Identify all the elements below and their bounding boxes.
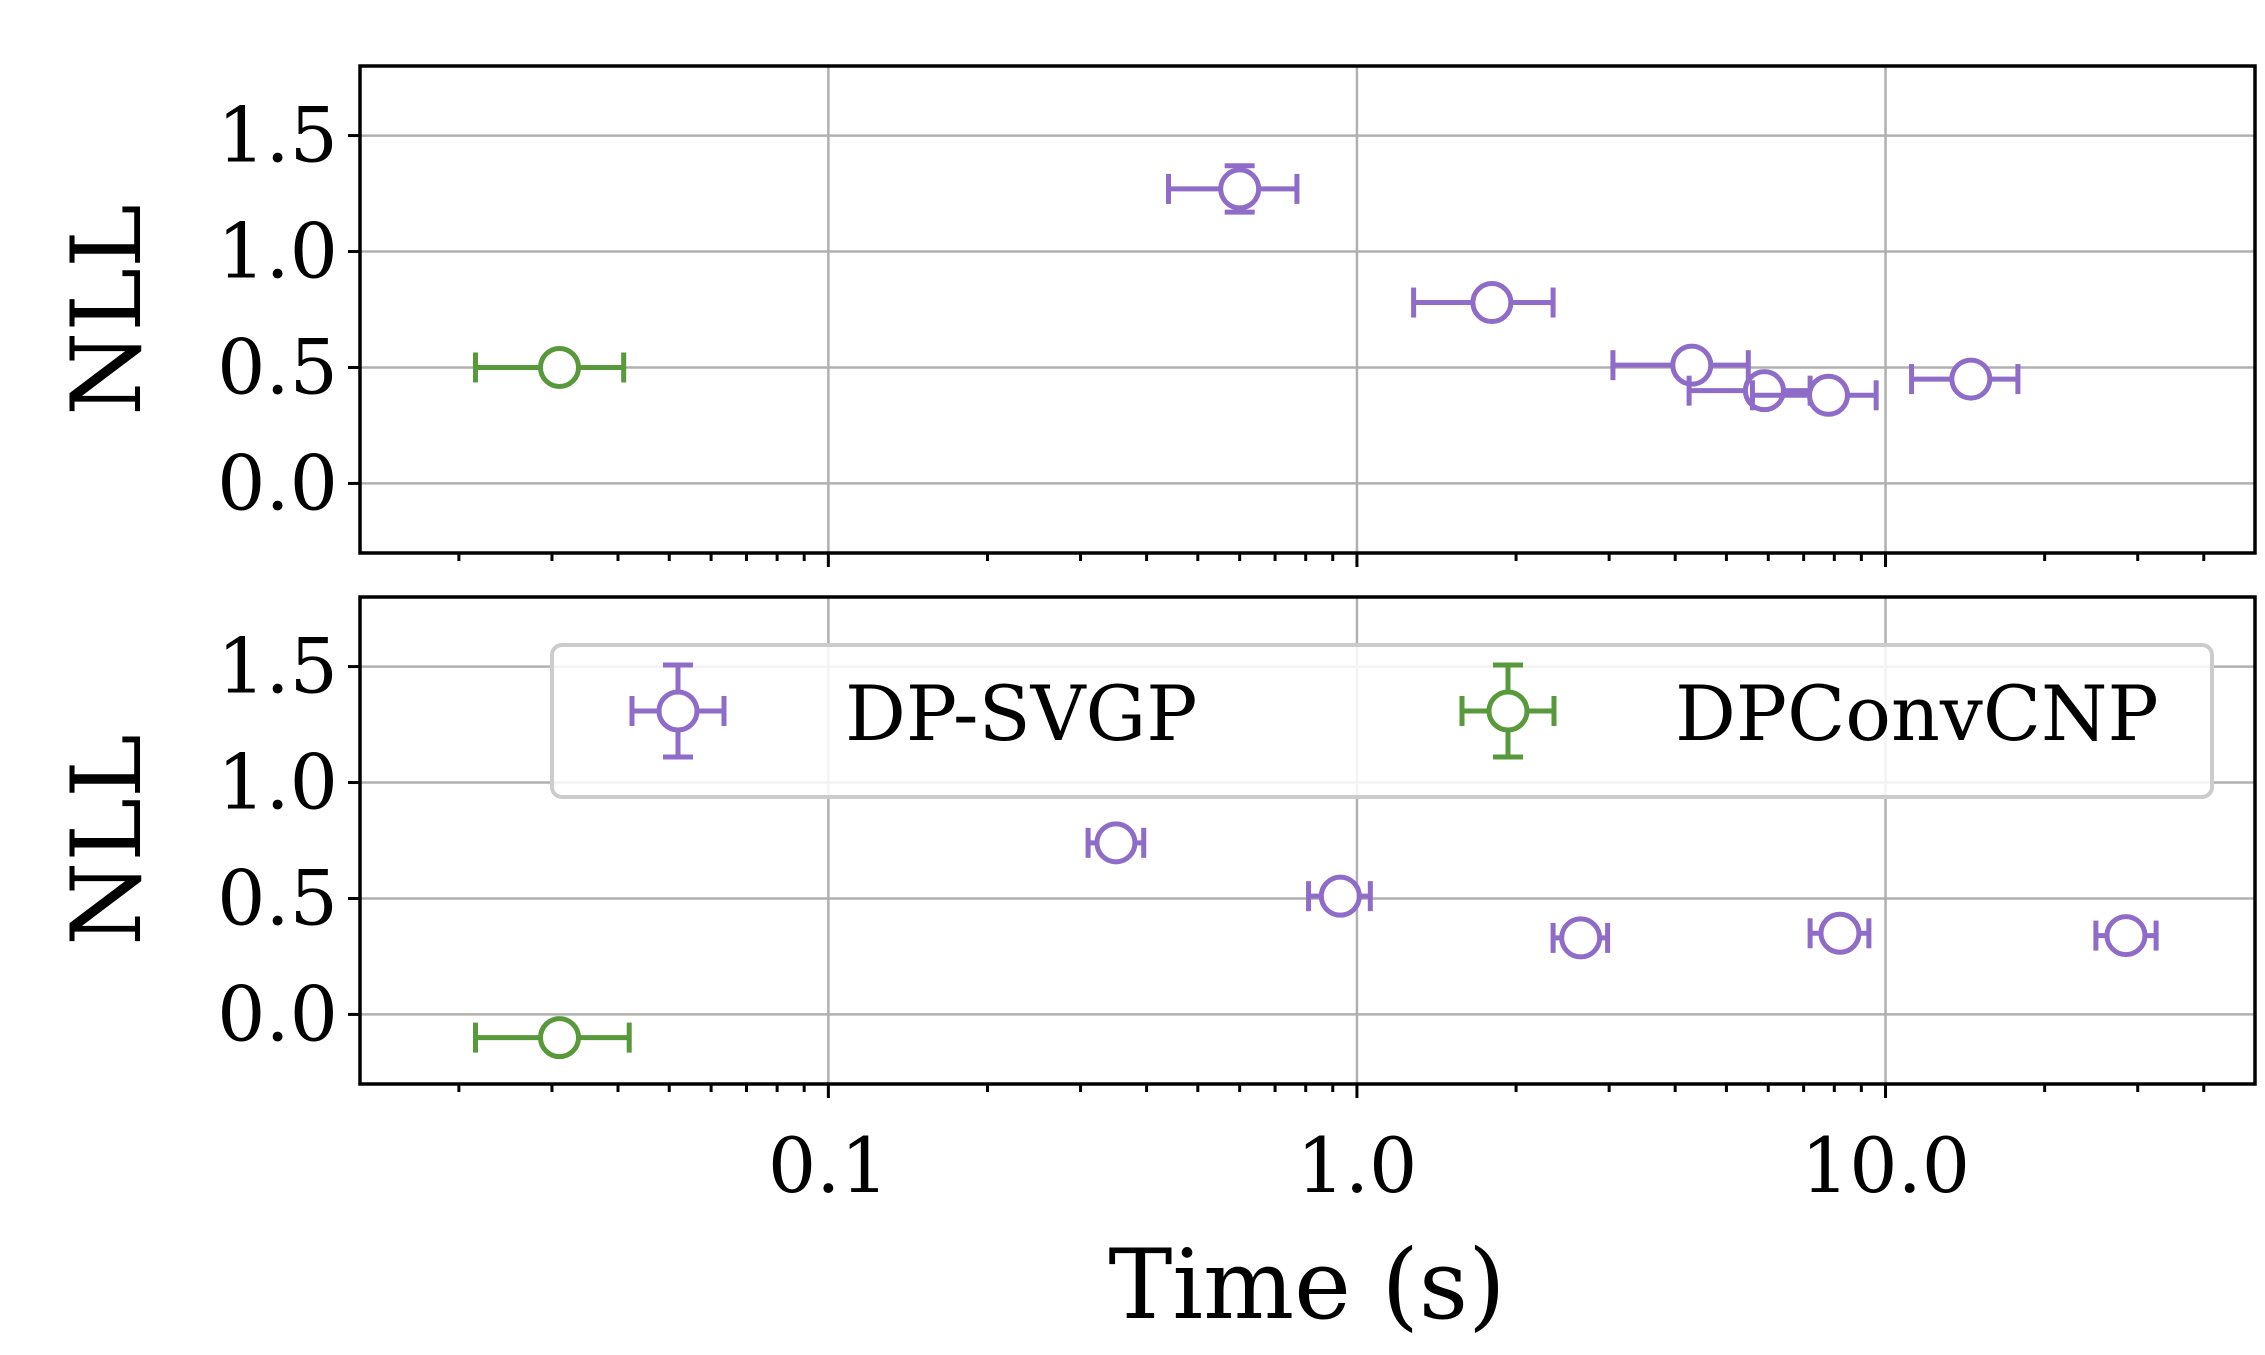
y-tick-label: 0.0 [217,969,338,1058]
y-tick-label: 1.0 [217,207,338,296]
x-tick-label: 0.1 [768,1121,889,1210]
panel-bottom: 0.0 0.5 1.0 1.5 NLL [51,595,2257,1098]
data-point-dp-svgp [1306,874,1373,918]
data-point-marker [1559,916,1603,960]
data-point-dpconvcnp [472,345,627,389]
data-point-dp-svgp [1749,373,1879,417]
data-point-marker [1318,874,1362,918]
legend-label-dp-svgp: DP-SVGP [845,669,1197,758]
data-point-dp-svgp [1807,911,1872,955]
panel-top-grid [360,66,2255,553]
data-point-marker [656,689,700,733]
legend-marker-dp-svgp [629,662,727,760]
y-tick-label: 0.5 [217,853,338,942]
y-tick-label: 0.0 [217,438,338,527]
data-point-marker [1949,357,1993,401]
data-point-dp-svgp [1085,821,1147,865]
x-tick-label: 1.0 [1297,1121,1418,1210]
data-point-marker [1806,373,1850,417]
data-point-marker [537,1016,581,1060]
data-point-dp-svgp [1550,916,1611,960]
panel-top-markers [472,163,2021,417]
data-point-dp-svgp [1909,357,2021,401]
panel-bottom-yticks: 0.0 0.5 1.0 1.5 [217,622,360,1058]
data-point-dp-svgp [1610,343,1751,387]
panel-top-frame [358,64,2257,555]
data-point-marker [1670,343,1714,387]
y-tick-label: 1.5 [217,91,338,180]
data-point-dp-svgp [1165,163,1300,215]
panel-top: 0.0 0.5 1.0 1.5 NLL [51,64,2257,567]
y-tick-label: 1.5 [217,622,338,711]
panel-top-xticks [457,553,2206,567]
data-point-dpconvcnp [472,1016,632,1060]
data-point-marker [2104,914,2148,958]
data-point-dp-svgp [1411,281,1556,325]
legend-box [550,643,2214,799]
x-tick-labels: 0.1 1.0 10.0 [768,1121,1970,1210]
data-point-marker [1486,689,1530,733]
data-point-marker [1470,281,1514,325]
data-point-marker [1818,911,1862,955]
y-tick-label: 1.0 [217,738,338,827]
legend: DP-SVGP DPConvCNP [550,643,2214,799]
data-point-marker [1218,167,1262,211]
legend-label-dpconvcnp: DPConvCNP [1675,669,2159,758]
panel-bottom-frame [358,595,2257,1086]
legend-marker [1459,662,1557,760]
legend-marker [629,662,727,760]
x-axis-label: Time (s) [1108,1229,1505,1341]
panel-top-yticks: 0.0 0.5 1.0 1.5 [217,91,360,527]
x-tick-label: 10.0 [1801,1121,1970,1210]
legend-marker-dpconvcnp [1459,662,1557,760]
data-point-marker [1094,821,1138,865]
panel-bottom-xticks [457,1084,2206,1098]
panel-bottom-y-axis-label: NLL [51,734,163,946]
data-point-marker [537,345,581,389]
panel-bottom-markers [472,821,2159,1060]
y-tick-label: 0.5 [217,322,338,411]
data-point-dp-svgp [2093,914,2159,958]
panel-top-y-axis-label: NLL [51,204,163,416]
